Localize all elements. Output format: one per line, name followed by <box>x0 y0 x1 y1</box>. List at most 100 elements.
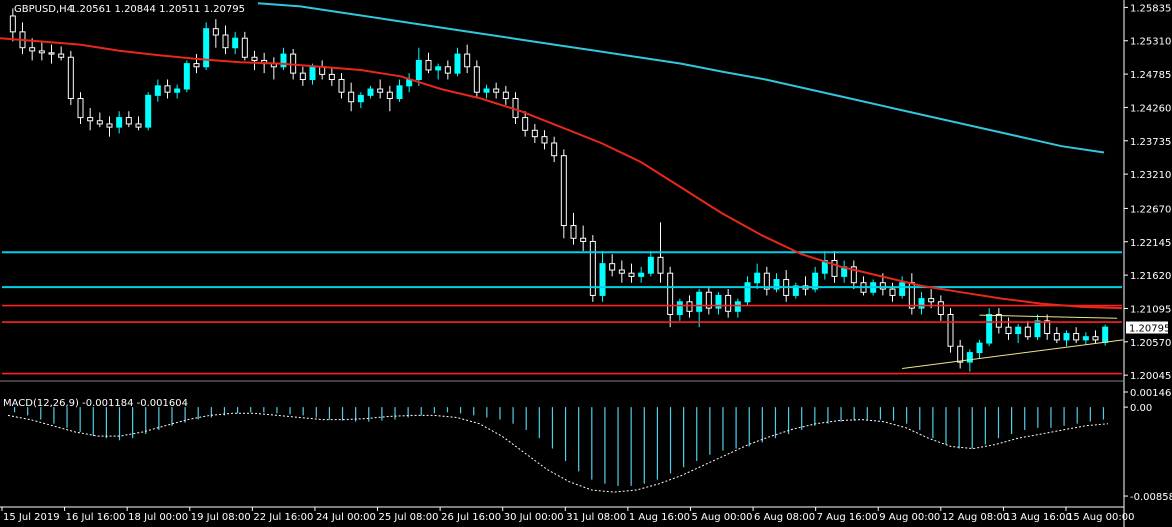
candle-body <box>1034 320 1041 338</box>
candle-body <box>338 78 345 93</box>
candle <box>67 50 74 105</box>
candle <box>609 254 616 277</box>
candle-body <box>473 66 480 93</box>
candle <box>1044 314 1051 340</box>
candle <box>618 260 625 283</box>
candle <box>425 52 432 74</box>
candle-body <box>183 63 190 90</box>
candle-body <box>1015 326 1022 335</box>
price-tick-label: 1.22145 <box>1130 238 1171 249</box>
candle <box>106 116 113 137</box>
candle-body <box>773 279 780 290</box>
candle-body <box>928 298 935 303</box>
candle <box>1053 327 1060 344</box>
candle-body <box>299 72 306 80</box>
triangle-upper-line[interactable] <box>979 314 1118 319</box>
candle <box>483 84 490 99</box>
candle-body <box>580 237 587 242</box>
candle-body <box>734 301 741 312</box>
candle <box>125 111 132 128</box>
candle-body <box>676 301 683 315</box>
candle-body <box>1005 326 1012 335</box>
candle-body <box>609 263 616 271</box>
candle-body <box>744 282 751 303</box>
candle-body <box>29 47 36 52</box>
candle-body <box>454 53 461 74</box>
price-tick-label: 1.24260 <box>1130 103 1171 114</box>
candle-body <box>309 66 316 80</box>
candle-body <box>1073 333 1080 341</box>
candle-body <box>570 225 577 239</box>
candle <box>280 47 287 70</box>
ma-fast-line <box>0 37 1123 310</box>
time-tick-label: 13 Aug 16:00 <box>1004 512 1071 523</box>
candle-body <box>425 59 432 71</box>
candle <box>377 79 384 99</box>
candle-body <box>628 272 635 277</box>
candle <box>48 44 55 64</box>
time-tick-label: 22 Jul 16:00 <box>253 512 313 523</box>
candle <box>154 79 161 102</box>
candle-body <box>1053 333 1060 341</box>
candle <box>367 85 374 99</box>
candle-body <box>966 352 973 363</box>
macd-label: MACD(12,26,9) -0.001184 -0.001604 <box>3 398 188 409</box>
candle <box>667 266 674 328</box>
price-tick-label: 1.24785 <box>1130 70 1171 81</box>
candle <box>966 349 973 372</box>
candle-body <box>396 85 403 100</box>
candle-body <box>522 117 529 131</box>
candle <box>754 263 761 290</box>
candle-body <box>193 63 200 68</box>
candle-body <box>1082 336 1089 341</box>
candle-body <box>135 123 142 128</box>
candle <box>435 63 442 80</box>
candle <box>715 292 722 315</box>
macd-tick-label: 0.00146 <box>1130 388 1171 399</box>
candle-body <box>599 263 606 296</box>
candle <box>1015 324 1022 344</box>
candle <box>638 266 645 283</box>
candle-body <box>386 91 393 100</box>
candle-body <box>251 56 258 61</box>
candle <box>9 8 16 42</box>
candle <box>328 66 335 86</box>
candle <box>396 79 403 102</box>
candle <box>444 60 451 80</box>
candle-body <box>415 59 422 80</box>
candle-body <box>9 15 16 33</box>
candle <box>725 289 732 318</box>
candle <box>1092 330 1099 344</box>
time-tick-label: 24 Jul 00:00 <box>316 512 376 523</box>
time-tick-label: 25 Jul 08:00 <box>379 512 439 523</box>
candle <box>792 282 799 299</box>
triangle-lower-line[interactable] <box>902 339 1124 369</box>
candle-body <box>77 98 84 119</box>
candle <box>734 298 741 318</box>
candle-body <box>280 53 287 68</box>
candle-body <box>1044 320 1051 335</box>
candle-body <box>551 142 558 157</box>
candle <box>1034 314 1041 340</box>
symbol-header: GBPUSD,H4 <box>14 4 73 15</box>
time-tick-label: 19 Jul 08:00 <box>191 512 251 523</box>
candle-body <box>618 269 625 274</box>
time-tick-label: 26 Jul 16:00 <box>441 512 501 523</box>
candle <box>241 31 248 61</box>
candle <box>541 130 548 150</box>
candle-body <box>87 117 94 122</box>
candle <box>386 85 393 112</box>
candle <box>38 42 45 61</box>
candle-body <box>357 94 364 103</box>
time-tick-label: 9 Aug 00:00 <box>879 512 940 523</box>
candle-body <box>241 37 248 58</box>
candle <box>415 47 422 86</box>
candle <box>957 339 964 369</box>
candle-body <box>48 52 55 55</box>
ohlc-header: 1.20561 1.20844 1.20511 1.20795 <box>70 4 245 15</box>
candle <box>947 308 954 353</box>
candle-body <box>725 294 732 312</box>
candle <box>145 92 152 131</box>
candle <box>1073 327 1080 344</box>
